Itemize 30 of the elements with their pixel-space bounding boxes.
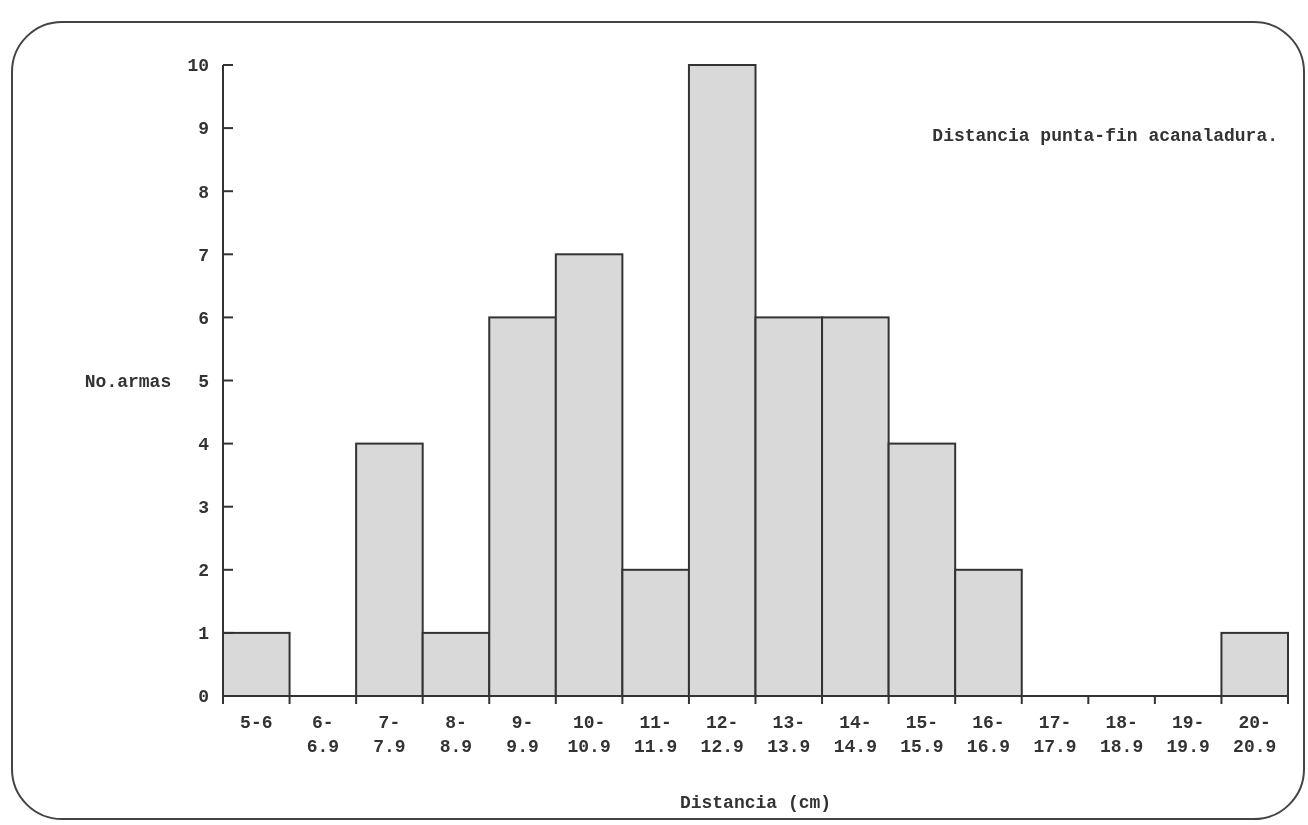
y-axis-title: No.armas: [84, 371, 172, 392]
x-tick-label: 15- 15.9: [900, 713, 944, 757]
y-tick-label: 6: [198, 308, 209, 329]
y-tick-label: 1: [198, 624, 210, 645]
y-tick-label: 2: [198, 561, 209, 582]
y-tick-label: 0: [198, 687, 209, 708]
x-axis-title: Distancia (cm): [679, 793, 832, 813]
x-tick-label: 6- 6.9: [306, 713, 340, 757]
y-tick-label: 8: [198, 182, 209, 203]
x-tick-label: 14- 14.9: [833, 713, 877, 757]
x-tick-label: 13- 13.9: [767, 713, 811, 757]
x-tick-label: 5-6: [240, 713, 273, 733]
y-tick-label: 5: [198, 371, 209, 392]
x-tick-label: 20- 20.9: [1233, 713, 1277, 757]
x-tick-label: 19- 19.9: [1166, 713, 1210, 757]
y-tick-label: 7: [198, 245, 209, 266]
y-tick-label: 9: [198, 119, 209, 140]
x-tick-label: 18- 18.9: [1099, 713, 1144, 757]
x-tick-label: 12- 12.9: [700, 713, 744, 757]
y-tick-label: 4: [198, 434, 210, 455]
x-tick-label: 8- 8.9: [439, 713, 473, 757]
x-tick-label: 16- 16.9: [966, 713, 1011, 757]
x-tick-label: 7- 7.9: [373, 713, 406, 757]
y-tick-label: 3: [198, 498, 209, 518]
y-tick-label: 10: [187, 56, 209, 77]
x-tick-label: 9- 9.9: [506, 713, 539, 757]
x-tick-label: 11- 11.9: [634, 713, 678, 757]
text: Distancia punta-fin acanaladura.: [932, 126, 1278, 146]
x-tick-label: 17- 17.9: [1033, 713, 1077, 757]
x-tick-label: 10- 10.9: [567, 713, 611, 757]
